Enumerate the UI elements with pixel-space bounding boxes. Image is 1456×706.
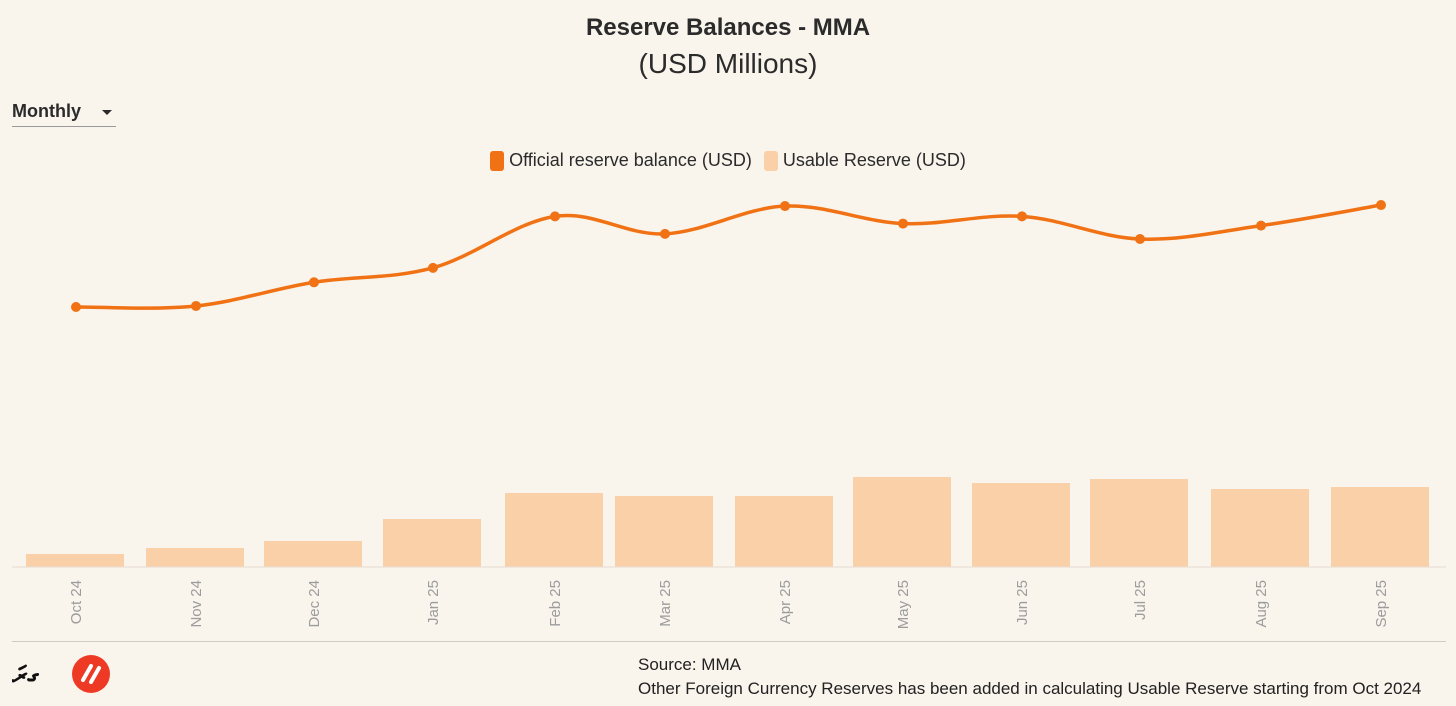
x-tick-label: Mar 25	[657, 580, 674, 627]
usable-reserve-bar-jan-25[interactable]	[383, 519, 481, 567]
x-tick-label: Jun 25	[1014, 580, 1031, 625]
usable-reserve-bar-oct-24[interactable]	[26, 554, 124, 567]
official-reserve-point-nov-24[interactable]	[191, 300, 201, 311]
official-reserve-point-jun-25[interactable]	[1017, 211, 1027, 222]
x-tick-label: Oct 24	[68, 580, 85, 624]
usable-reserve-bar-jun-25[interactable]	[972, 483, 1070, 567]
usable-reserve-bar-aug-25[interactable]	[1211, 489, 1309, 567]
usable-reserve-bar-nov-24[interactable]	[146, 548, 244, 567]
x-tick-label: Apr 25	[777, 580, 794, 624]
x-tick-label: Feb 25	[547, 580, 564, 627]
legend-label-official: Official reserve balance (USD)	[509, 150, 752, 170]
chart-source: Source: MMA Other Foreign Currency Reser…	[638, 653, 1421, 701]
legend-swatch-official	[490, 150, 505, 171]
official-reserve-point-may-25[interactable]	[898, 218, 908, 229]
official-reserve-point-dec-24[interactable]	[309, 277, 319, 288]
usable-reserve-bar-dec-24[interactable]	[264, 541, 362, 567]
chart-title: Reserve Balances - MMA	[585, 14, 871, 41]
legend-item-official[interactable]: Official reserve balance (USD)	[490, 150, 752, 171]
footer-divider	[12, 641, 1446, 642]
x-tick-label: Jul 25	[1132, 580, 1149, 620]
official-reserve-point-jan-25[interactable]	[428, 262, 438, 273]
usable-reserve-bar-sep-25[interactable]	[1331, 487, 1429, 567]
official-reserve-points	[71, 200, 1386, 312]
source-text: Source: MMA	[638, 655, 741, 674]
x-tick-label: May 25	[895, 580, 912, 629]
x-tick-label: Dec 24	[306, 580, 323, 628]
publisher-logo: ގރަ	[12, 655, 110, 693]
period-dropdown-value: Monthly	[12, 101, 81, 121]
x-tick-label: Nov 24	[188, 580, 205, 628]
usable-reserve-bar-may-25[interactable]	[853, 477, 951, 567]
legend-swatch-usable	[763, 150, 778, 171]
x-tick-label: Aug 25	[1253, 580, 1270, 628]
official-reserve-point-feb-25[interactable]	[550, 211, 560, 222]
x-axis-ticks: Oct 24 Nov 24 Dec 24 Jan 25 Feb 25 Mar 25 Apr …	[68, 580, 1390, 629]
official-reserve-point-apr-25[interactable]	[780, 201, 790, 212]
official-reserve-point-mar-25[interactable]	[660, 228, 670, 239]
official-reserve-point-aug-25[interactable]	[1256, 220, 1266, 231]
usable-reserve-bar-feb-25[interactable]	[505, 493, 603, 567]
chart-subtitle: (USD Millions)	[638, 48, 818, 79]
usable-reserve-bar-mar-25[interactable]	[615, 496, 713, 567]
official-reserve-point-jul-25[interactable]	[1135, 234, 1145, 245]
official-reserve-point-oct-24[interactable]	[71, 302, 81, 312]
logo-mark-icon	[81, 664, 101, 684]
logo-wordmark: ގރަ	[12, 661, 40, 691]
usable-reserve-bar-jul-25[interactable]	[1090, 479, 1188, 567]
usable-reserve-bar-apr-25[interactable]	[735, 496, 833, 567]
period-dropdown[interactable]: Monthly	[12, 100, 116, 127]
x-tick-label: Sep 25	[1373, 580, 1390, 628]
x-tick-label: Jan 25	[425, 580, 442, 625]
official-reserve-line	[74, 203, 1383, 310]
logo-circle-icon	[72, 655, 110, 693]
legend-item-usable[interactable]: Usable Reserve (USD)	[763, 150, 966, 171]
official-reserve-point-sep-25[interactable]	[1376, 200, 1386, 211]
source-note: Other Foreign Currency Reserves has been…	[638, 679, 1422, 698]
chevron-down-icon	[102, 110, 112, 115]
chart-legend: Official reserve balance (USD) Usable Re…	[0, 150, 1456, 171]
usable-reserve-bars	[26, 477, 1429, 567]
legend-label-usable: Usable Reserve (USD)	[782, 150, 966, 170]
